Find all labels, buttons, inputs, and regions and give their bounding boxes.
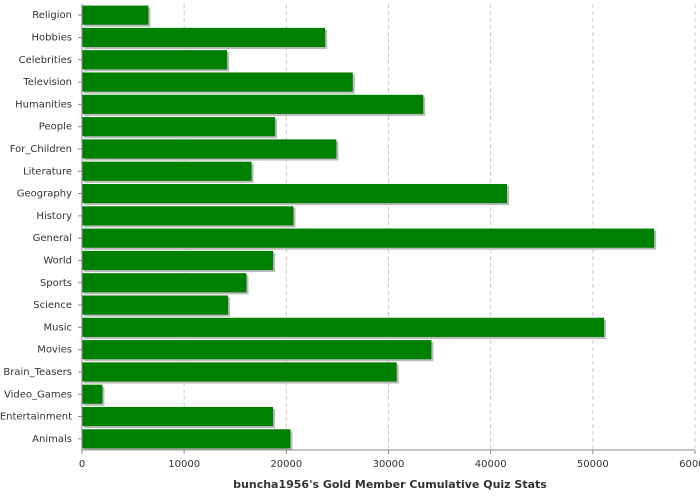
- x-tick-label: 50000: [577, 459, 609, 470]
- x-tick-label: 10000: [168, 459, 200, 470]
- y-tick-label: For_Children: [10, 144, 72, 155]
- y-tick-label: Humanities: [15, 99, 72, 110]
- bar: [82, 250, 274, 271]
- bar: [82, 340, 432, 360]
- y-tick-label: Brain_Teasers: [3, 367, 72, 378]
- y-tick-label: Geography: [17, 189, 72, 200]
- y-tick-label: History: [36, 211, 72, 222]
- bar: [82, 362, 397, 382]
- y-tick-label: Entertainment: [0, 412, 72, 423]
- bar: [82, 406, 274, 427]
- y-tick-label: Science: [33, 300, 72, 311]
- bar: [82, 273, 247, 293]
- y-tick-label: Literature: [23, 166, 72, 177]
- y-tick-label: Religion: [32, 10, 72, 21]
- bar: [82, 161, 252, 181]
- y-tick-label: People: [39, 122, 72, 133]
- y-tick-label: Video_Games: [4, 389, 72, 400]
- y-tick-label: Hobbies: [32, 32, 72, 43]
- bar: [82, 139, 337, 159]
- y-tick-label: Television: [22, 77, 72, 88]
- bar: [82, 384, 103, 404]
- bar: [82, 183, 508, 204]
- bar: [82, 228, 655, 248]
- bar: [82, 117, 276, 137]
- bar: [82, 94, 424, 114]
- bar: [82, 295, 229, 315]
- x-axis-label: buncha1956's Gold Member Cumulative Quiz…: [233, 478, 547, 491]
- bar: [82, 5, 149, 25]
- y-tick-label: Movies: [37, 345, 72, 356]
- bar: [82, 206, 294, 226]
- x-tick-label: 20000: [270, 459, 302, 470]
- x-tick-label: 30000: [373, 459, 405, 470]
- y-tick-label: Sports: [40, 278, 72, 289]
- y-tick-label: Animals: [32, 434, 72, 445]
- x-tick-label: 40000: [475, 459, 507, 470]
- bar: [82, 317, 605, 337]
- y-tick-label: Celebrities: [19, 55, 72, 66]
- bar: [82, 27, 326, 48]
- bar: [82, 50, 228, 70]
- bar: [82, 72, 353, 92]
- bar: [82, 429, 291, 449]
- y-tick-label: Music: [44, 322, 72, 333]
- y-tick-label: World: [43, 255, 72, 266]
- y-tick-label: General: [33, 233, 72, 244]
- x-tick-label: 60000: [679, 459, 700, 470]
- x-tick-label: 0: [79, 459, 85, 470]
